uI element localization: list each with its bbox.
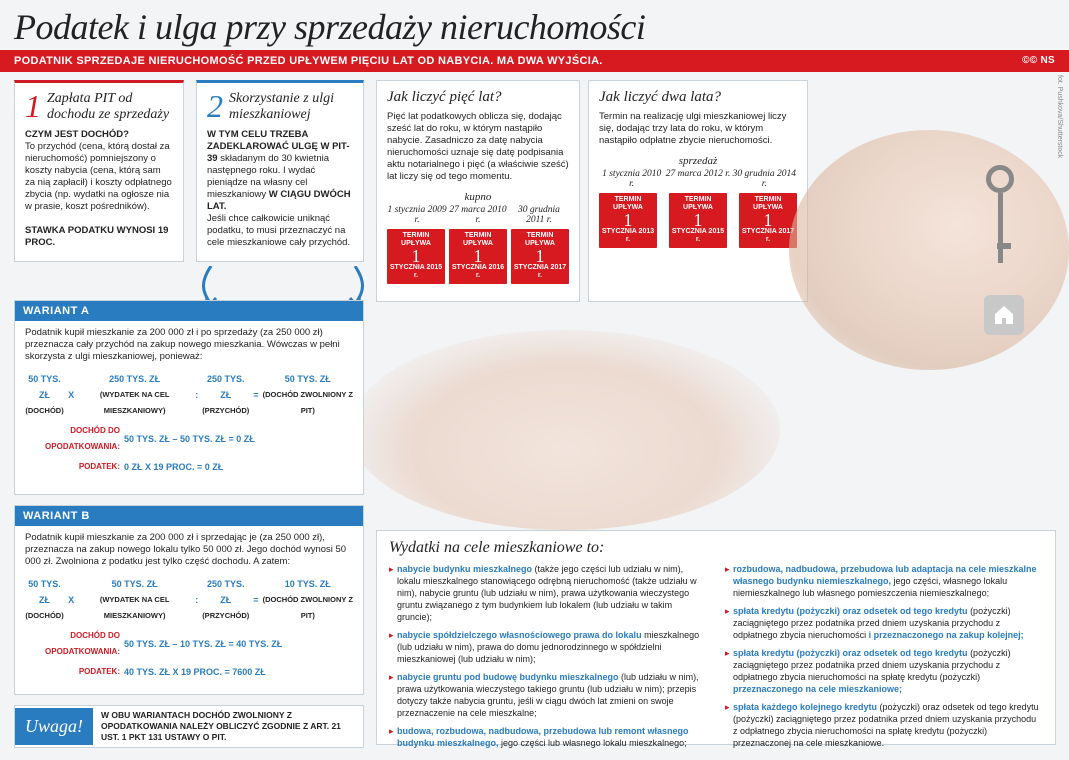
two-date-2: 30 grudnia 2014 r. bbox=[732, 169, 797, 189]
wydatki-head: Wydatki na cele mieszkaniowe to: bbox=[389, 539, 1043, 557]
option-1-question: Czym jest dochód? bbox=[25, 129, 129, 140]
uwaga-box: Uwaga! W OBU WARIANTACH DOCHÓD ZWOLNIONY… bbox=[14, 705, 364, 748]
wydatki-col-1: nabycie budynku mieszkalnego (także jego… bbox=[389, 563, 707, 755]
uwaga-label: Uwaga! bbox=[15, 708, 93, 745]
hand-key-image bbox=[799, 70, 1069, 500]
five-date-1: 27 marca 2010 r. bbox=[448, 205, 508, 225]
wydatki-item: budowa, rozbudowa, nadbudowa, przebudowa… bbox=[389, 725, 707, 749]
wydatki-item: spłata każdego kolejnego kredytu (pożycz… bbox=[725, 701, 1043, 749]
termin-badge: TERMIN UPŁYWA1STYCZNIA 2017 r. bbox=[511, 229, 569, 284]
five-date-2: 30 grudnia 2011 r. bbox=[509, 205, 569, 225]
wydatki-item: rozbudowa, nadbudowa, przebudowa lub ada… bbox=[725, 563, 1043, 599]
termin-badge: TERMIN UPŁYWA1STYCZNIA 2017 r. bbox=[739, 193, 797, 248]
variant-a-head: WARIANT A bbox=[15, 301, 363, 321]
house-keychain-icon bbox=[984, 295, 1024, 335]
wydatki-col-2: rozbudowa, nadbudowa, przebudowa lub ada… bbox=[725, 563, 1043, 755]
two-date-1: 27 marca 2012 r. bbox=[665, 169, 730, 189]
termin-badge: TERMIN UPŁYWA1STYCZNIA 2016 r. bbox=[449, 229, 507, 284]
option-1-rate: Stawka podatku wynosi 19 proc. bbox=[25, 225, 168, 248]
variant-a-intro: Podatnik kupił mieszkanie za 200 000 zł … bbox=[25, 327, 353, 363]
red-bar-text: PODATNIK SPRZEDAJE NIERUCHOMOŚĆ PRZED UP… bbox=[14, 55, 603, 67]
five-termins: TERMIN UPŁYWA1STYCZNIA 2015 r. TERMIN UP… bbox=[387, 229, 569, 284]
termin-badge: TERMIN UPŁYWA1STYCZNIA 2013 r. bbox=[599, 193, 657, 248]
option-1-number: 1 bbox=[25, 91, 41, 121]
termin-badge: TERMIN UPŁYWA1STYCZNIA 2015 r. bbox=[387, 229, 445, 284]
five-years-text: Pięć lat podatkowych oblicza się, dodają… bbox=[387, 111, 569, 183]
copyright-mark: ©© NS bbox=[1022, 55, 1055, 66]
wydatki-item: nabycie budynku mieszkalnego (także jego… bbox=[389, 563, 707, 623]
five-years-head: Jak liczyć pięć lat? bbox=[387, 89, 569, 106]
variant-b-box: WARIANT B Podatnik kupił mieszkanie za 2… bbox=[14, 505, 364, 695]
two-years-text: Termin na realizację ulgi mieszkaniowej … bbox=[599, 111, 797, 147]
option-2-body2: Jeśli chce całkowicie uniknąć podatku, t… bbox=[207, 213, 350, 248]
variant-b-head: WARIANT B bbox=[15, 506, 363, 526]
five-label: kupno bbox=[387, 191, 569, 203]
option-2-number: 2 bbox=[207, 91, 223, 121]
two-date-0: 1 stycznia 2010 r. bbox=[599, 169, 664, 189]
wydatki-box: Wydatki na cele mieszkaniowe to: nabycie… bbox=[376, 530, 1056, 745]
page-title: Podatek i ulga przy sprzedaży nieruchomo… bbox=[0, 0, 1069, 50]
wydatki-item: spłata kredytu (pożyczki) oraz odsetek o… bbox=[725, 647, 1043, 695]
termin-badge: TERMIN UPŁYWA1STYCZNIA 2015 r. bbox=[669, 193, 727, 248]
wydatki-item: nabycie spółdzielczego własnościowego pr… bbox=[389, 629, 707, 665]
five-dates-row: 1 stycznia 2009 r. 27 marca 2010 r. 30 g… bbox=[387, 205, 569, 225]
two-years-head: Jak liczyć dwa lata? bbox=[599, 89, 797, 106]
option-2-title: Skorzystanie z ulgi mieszkaniowej bbox=[207, 91, 353, 123]
open-hand-image bbox=[350, 330, 780, 530]
option-1-body: To przychód (cena, którą dostał za nieru… bbox=[25, 141, 172, 212]
option-1-title: Zapłata PIT od dochodu ze sprzedaży bbox=[25, 91, 173, 123]
two-years-box: Jak liczyć dwa lata? Termin na realizacj… bbox=[588, 80, 808, 302]
uwaga-text: W OBU WARIANTACH DOCHÓD ZWOLNIONY Z OPOD… bbox=[93, 706, 363, 747]
option-2-box: 2 Skorzystanie z ulgi mieszkaniowej W ty… bbox=[196, 80, 364, 262]
key-icon bbox=[986, 165, 1014, 275]
wydatki-item: nabycie gruntu pod budowę budynku mieszk… bbox=[389, 671, 707, 719]
variant-b-intro: Podatnik kupił mieszkanie za 200 000 zł … bbox=[25, 532, 353, 568]
wydatki-item: spłata kredytu (pożyczki) oraz odsetek o… bbox=[725, 605, 1043, 641]
two-label: sprzedaż bbox=[599, 155, 797, 167]
two-termins: TERMIN UPŁYWA1STYCZNIA 2013 r. TERMIN UP… bbox=[599, 193, 797, 248]
variant-a-box: WARIANT A Podatnik kupił mieszkanie za 2… bbox=[14, 300, 364, 495]
two-dates-row: 1 stycznia 2010 r. 27 marca 2012 r. 30 g… bbox=[599, 169, 797, 189]
red-subtitle-bar: PODATNIK SPRZEDAJE NIERUCHOMOŚĆ PRZED UP… bbox=[0, 50, 1069, 72]
option-1-box: 1 Zapłata PIT od dochodu ze sprzedaży Cz… bbox=[14, 80, 184, 262]
five-date-0: 1 stycznia 2009 r. bbox=[387, 205, 447, 225]
five-years-box: Jak liczyć pięć lat? Pięć lat podatkowyc… bbox=[376, 80, 580, 302]
